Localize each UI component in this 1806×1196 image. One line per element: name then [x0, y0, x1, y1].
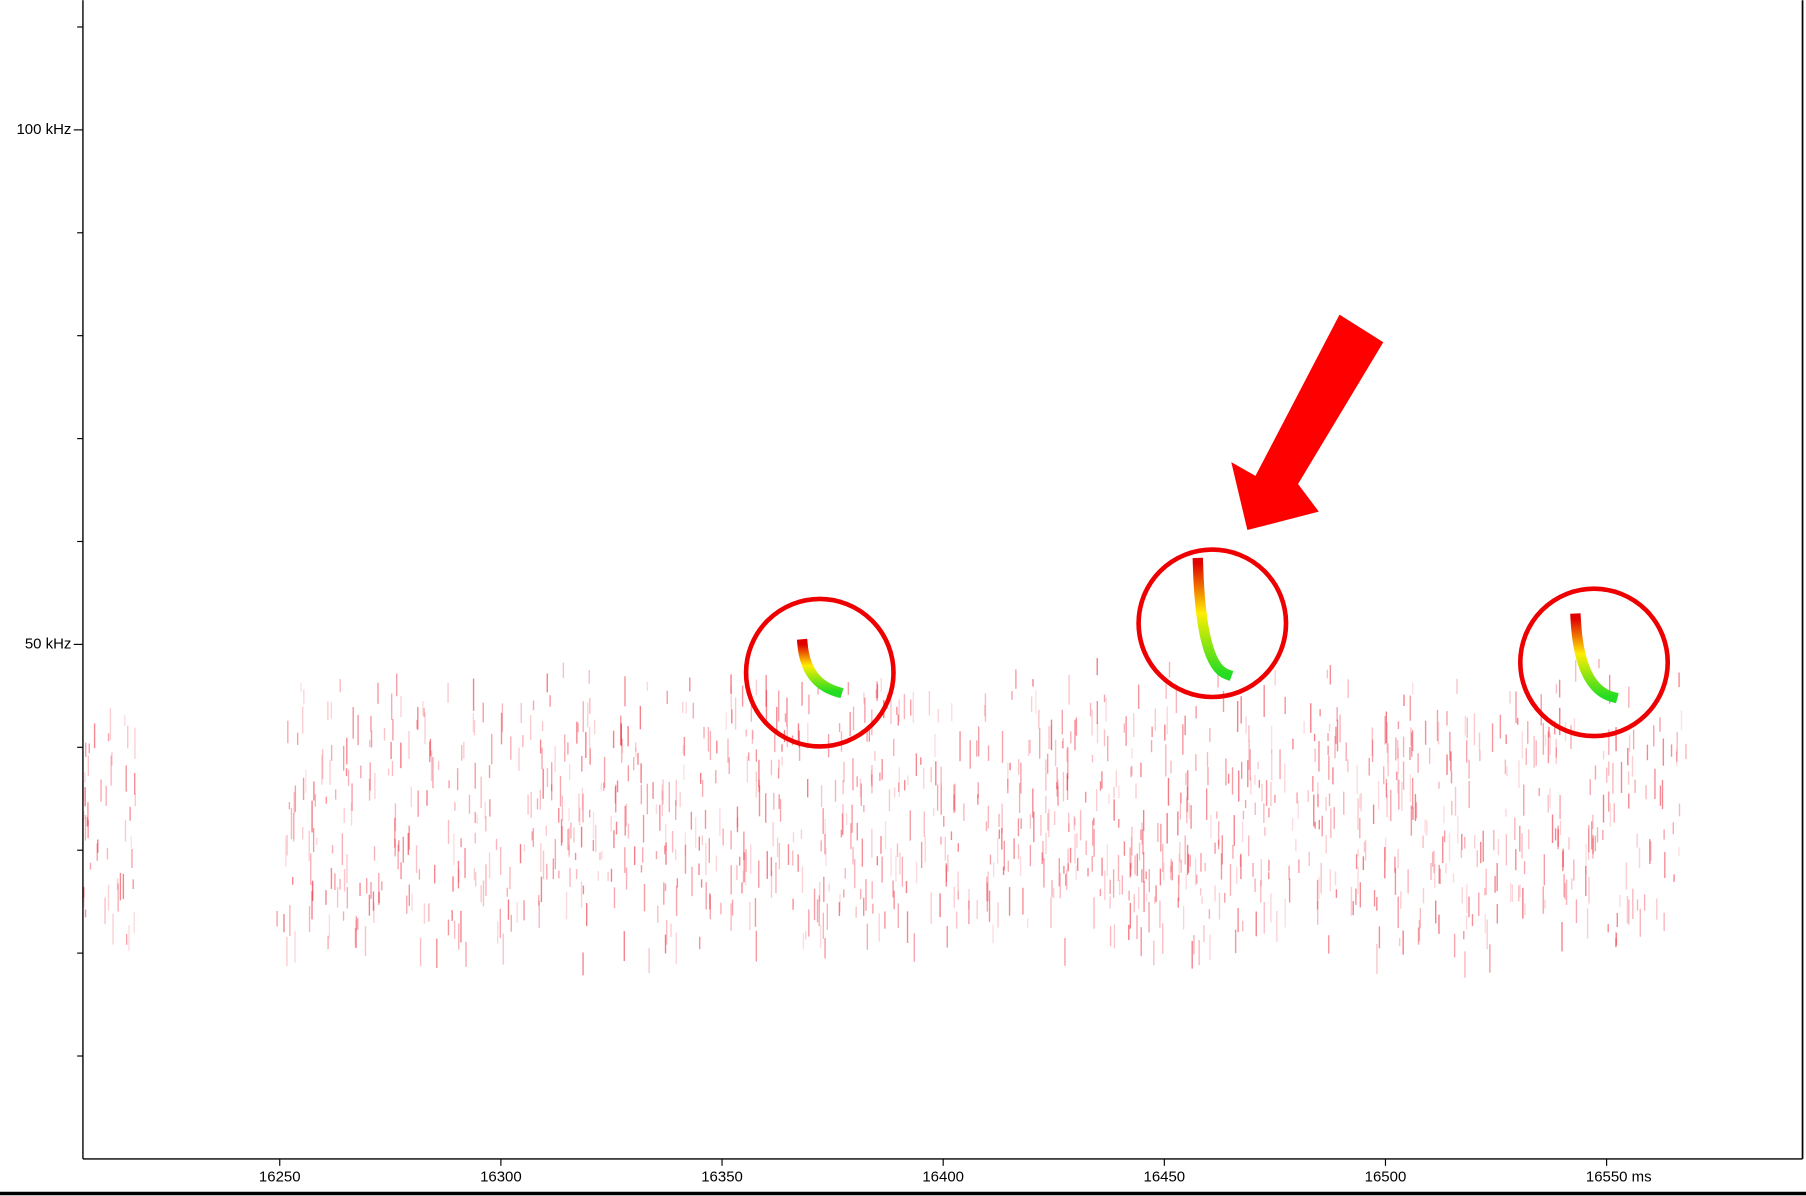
axes — [0, 0, 1806, 1193]
x-tick-label: 16500 — [1365, 1168, 1407, 1185]
page: {"chart_data": { "type": "spectrogram", … — [0, 0, 1806, 1196]
y-tick-label: 100 kHz — [16, 121, 71, 138]
call-trace — [1198, 563, 1227, 674]
call-trace — [1576, 619, 1613, 697]
x-tick-label: 16350 — [701, 1168, 743, 1185]
x-tick-label: 16250 — [259, 1168, 301, 1185]
pointer-arrow — [1231, 315, 1383, 530]
x-tick-label: 16300 — [480, 1168, 522, 1185]
y-tick-label: 50 kHz — [25, 635, 72, 652]
x-tick-label: 16550 ms — [1586, 1168, 1652, 1185]
chart: 50 kHz 100 kHz 16250 16300 16350 16400 16450 16… — [0, 0, 1806, 1196]
call-highlight — [746, 599, 893, 746]
x-tick-label: 16450 — [1144, 1168, 1186, 1185]
call-trace — [803, 644, 837, 691]
call-highlight — [1520, 589, 1667, 736]
call-highlight — [1139, 550, 1286, 697]
x-tick-label: 16400 — [922, 1168, 964, 1185]
